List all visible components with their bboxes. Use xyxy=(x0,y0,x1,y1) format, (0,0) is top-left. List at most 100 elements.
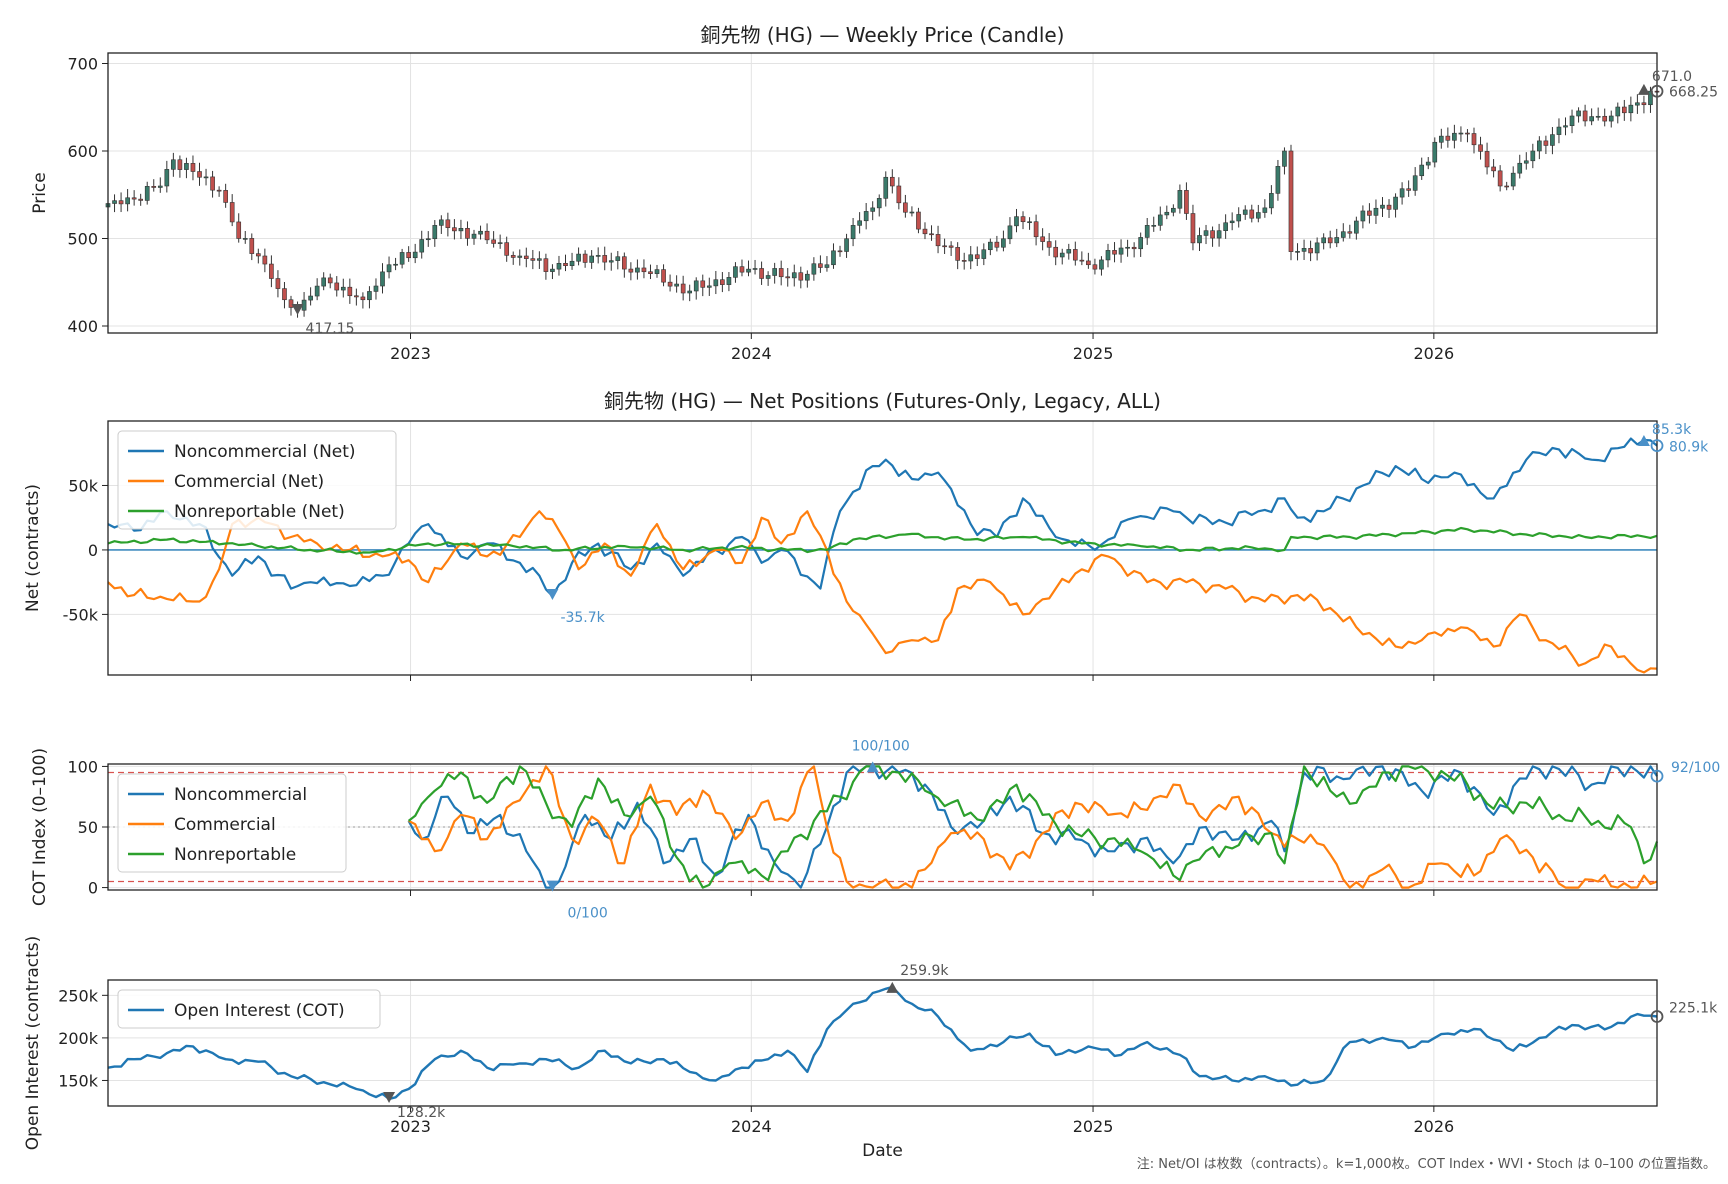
candle-body xyxy=(452,227,457,232)
candle-body xyxy=(138,198,144,201)
candle-body xyxy=(602,255,608,263)
candle-body xyxy=(1478,144,1483,152)
x-tick-label: 2026 xyxy=(1413,1117,1454,1136)
candle-body xyxy=(288,299,294,308)
candle-body xyxy=(321,277,327,287)
candle-body xyxy=(1334,237,1340,244)
plot-frame xyxy=(107,52,1658,334)
candle-body xyxy=(1066,249,1072,254)
candle-body xyxy=(1138,237,1143,250)
candle-body xyxy=(948,245,954,248)
candle-body xyxy=(1530,150,1536,162)
panel-title: 銅先物 (HG) — Weekly Price (Candle) xyxy=(701,23,1065,47)
y-tick-label: 200k xyxy=(58,1029,99,1048)
candle-body xyxy=(903,202,908,213)
candle-body xyxy=(1360,210,1366,222)
footnote-note: 注: Net/OI は枚数（contracts）。k=1,000枚。COT In… xyxy=(1137,1157,1716,1172)
candle-body xyxy=(1373,207,1379,216)
candle-body xyxy=(419,239,425,253)
candle-body xyxy=(850,225,856,240)
candle-body xyxy=(752,268,758,270)
candle-body xyxy=(1432,141,1438,163)
min-marker xyxy=(383,1092,396,1104)
candle-body xyxy=(818,263,823,268)
candle-body xyxy=(1229,220,1235,224)
candle-body xyxy=(1112,250,1117,255)
candle-body xyxy=(595,255,601,257)
candle-body xyxy=(465,228,470,239)
candle-body xyxy=(125,197,130,205)
candle-body xyxy=(994,241,1000,248)
candle-body xyxy=(1014,216,1019,227)
candle-body xyxy=(1255,212,1261,219)
candle-body xyxy=(916,211,921,230)
candle-body xyxy=(236,221,242,239)
candle-body xyxy=(831,250,836,266)
candle-body xyxy=(484,230,490,241)
candle-body xyxy=(1157,214,1163,226)
candle-body xyxy=(1079,259,1085,262)
candle-body xyxy=(112,200,117,204)
annotation-min-label: 0/100 xyxy=(567,906,607,922)
max-marker xyxy=(866,761,879,773)
candle-body xyxy=(863,211,869,222)
candle-body xyxy=(445,219,451,228)
candle-body xyxy=(537,258,542,261)
candle-body xyxy=(693,280,699,292)
candle-body xyxy=(628,268,634,273)
candle-body xyxy=(1275,166,1281,194)
candle-body xyxy=(772,268,777,276)
candle-body xyxy=(177,159,183,170)
candle-body xyxy=(1177,190,1183,209)
candle-body xyxy=(269,263,274,279)
candle-body xyxy=(334,282,340,291)
candle-body xyxy=(1576,110,1581,117)
candle-body xyxy=(1419,164,1425,177)
candle-body xyxy=(399,252,405,265)
candle-body xyxy=(1203,230,1209,236)
legend-entry-label: Open Interest (COT) xyxy=(174,1001,345,1021)
series-line-noncommercial xyxy=(407,765,1658,889)
candle-body xyxy=(1543,140,1549,146)
candle-body xyxy=(824,264,830,268)
candle-body xyxy=(1105,250,1111,261)
candle-body xyxy=(255,253,261,257)
candle-body xyxy=(635,267,640,273)
candle-body xyxy=(1216,230,1222,239)
y-axis-label: Price xyxy=(30,172,50,213)
plot-frame xyxy=(107,420,1658,676)
candle-body xyxy=(556,263,562,270)
candle-body xyxy=(543,258,549,272)
plot-frame xyxy=(107,979,1658,1107)
candle-body xyxy=(523,255,529,259)
candle-body xyxy=(883,176,889,199)
plot-frame xyxy=(107,763,1658,891)
candle-body xyxy=(510,255,516,258)
annotation-last-label: 668.25 xyxy=(1669,84,1718,100)
candle-body xyxy=(249,238,255,254)
candle-body xyxy=(216,189,222,192)
candle-body xyxy=(720,279,725,285)
y-tick-label: 0 xyxy=(88,879,98,898)
series-line-commercial xyxy=(408,765,1658,889)
candle-body xyxy=(687,290,693,294)
panel-title: 銅先物 (HG) — Net Positions (Futures-Only, … xyxy=(604,389,1161,413)
candle-body xyxy=(1458,132,1464,135)
candle-body xyxy=(380,271,385,287)
candle-body xyxy=(680,283,686,294)
annotation-last-label: 92/100 xyxy=(1671,760,1720,776)
candle-body xyxy=(661,269,666,283)
candle-body xyxy=(1608,115,1614,122)
candle-body xyxy=(1046,241,1052,248)
candle-body xyxy=(1438,135,1444,143)
candle-body xyxy=(1425,161,1431,166)
candle-body xyxy=(700,280,706,288)
x-tick-label: 2023 xyxy=(390,1117,431,1136)
candle-body xyxy=(935,234,941,247)
candle-body xyxy=(1086,260,1091,266)
candle-body xyxy=(1648,90,1653,106)
last-value-marker xyxy=(1650,1010,1664,1023)
candle-body xyxy=(1308,248,1313,254)
candle-body xyxy=(164,169,170,187)
